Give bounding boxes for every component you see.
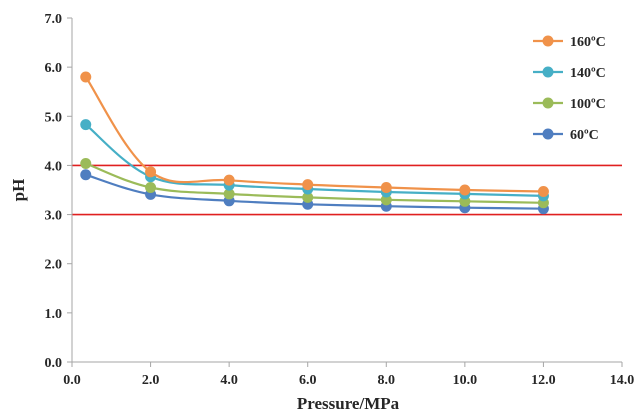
y-tick-label: 5.0 (45, 110, 63, 125)
legend-label: 160ºC (570, 35, 606, 50)
data-point (380, 194, 392, 206)
data-point (80, 71, 92, 83)
data-point (537, 185, 549, 197)
data-point (223, 188, 235, 200)
y-tick-label: 6.0 (45, 61, 63, 76)
data-point (80, 157, 92, 169)
legend-label: 60ºC (570, 128, 599, 143)
y-tick-label: 7.0 (45, 12, 63, 27)
x-tick-label: 10.0 (453, 373, 478, 388)
y-axis-title: pH (9, 179, 28, 202)
x-tick-label: 12.0 (531, 373, 556, 388)
legend-marker (542, 35, 554, 47)
legend-label: 140ºC (570, 66, 606, 81)
series (80, 71, 549, 215)
legend: 160ºC 140ºC 100ºC 60ºC (533, 35, 606, 143)
data-point (302, 179, 314, 191)
legend-marker (542, 66, 554, 78)
data-point (302, 191, 314, 203)
x-tick-label: 14.0 (610, 373, 635, 388)
y-tick-label: 0.0 (45, 356, 63, 371)
reference-lines (72, 164, 622, 216)
legend-marker (542, 97, 554, 109)
data-point (380, 182, 392, 194)
x-tick-label: 4.0 (220, 373, 238, 388)
data-point (145, 166, 157, 178)
data-point (80, 169, 92, 181)
data-point (459, 184, 471, 196)
y-tick-label: 4.0 (45, 159, 63, 174)
x-tick-label: 8.0 (378, 373, 396, 388)
axes: 0.0 2.0 4.0 6.0 8.0 10.0 12.0 14.0 0.0 1.0 2.0 3.0 4… (45, 12, 635, 388)
x-tick-label: 2.0 (142, 373, 160, 388)
data-point (145, 182, 157, 194)
y-tick-label: 2.0 (45, 258, 63, 273)
y-tick-label: 3.0 (45, 209, 63, 224)
x-axis-title: Pressure/MPa (297, 394, 400, 413)
legend-marker (542, 128, 554, 140)
x-tick-label: 6.0 (299, 373, 317, 388)
x-tick-label: 0.0 (63, 373, 81, 388)
legend-label: 100ºC (570, 97, 606, 112)
y-tick-label: 1.0 (45, 307, 63, 322)
data-point (80, 119, 92, 131)
data-point (223, 174, 235, 186)
